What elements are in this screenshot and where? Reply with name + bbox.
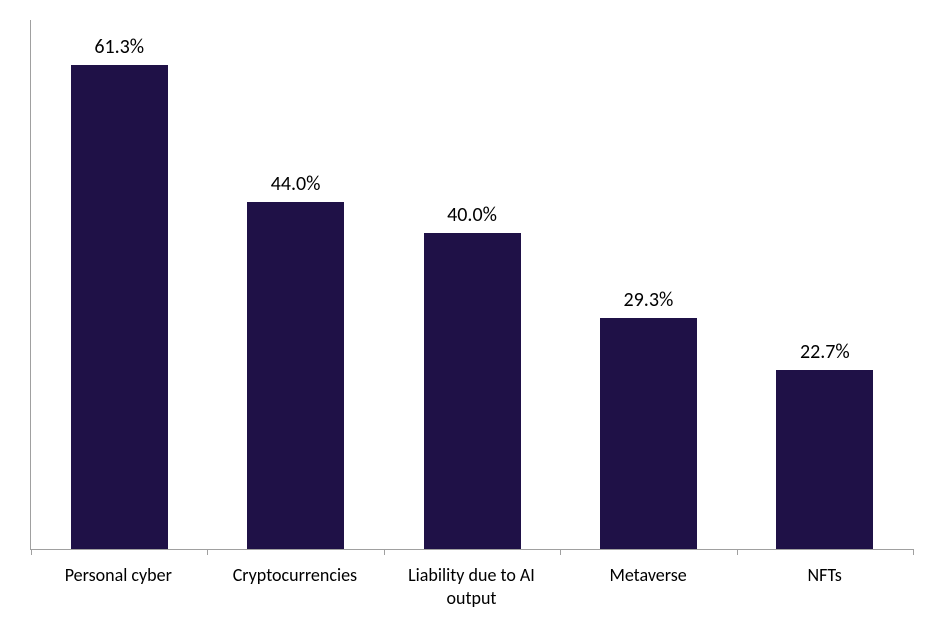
bar-chart: 61.3% 44.0% 40.0% 29.3% 22.7% Personal cyber…: [0, 0, 943, 628]
bar-value-label: 29.3%: [624, 288, 674, 312]
bar: [776, 370, 873, 549]
bar-value-label: 44.0%: [271, 172, 321, 196]
plot-area: 61.3% 44.0% 40.0% 29.3% 22.7%: [30, 20, 913, 550]
x-axis-tick: [913, 549, 914, 555]
x-axis-tick: [384, 549, 385, 555]
bars-container: 61.3% 44.0% 40.0% 29.3% 22.7%: [31, 20, 913, 549]
bar-slot: 40.0%: [384, 20, 560, 549]
x-axis-tick: [207, 549, 208, 555]
x-axis-labels: Personal cyberCryptocurrenciesLiability …: [30, 558, 913, 628]
bar-value-label: 22.7%: [800, 340, 850, 364]
x-axis-label: Liability due to AI output: [383, 558, 560, 628]
x-axis-tick: [560, 549, 561, 555]
x-axis-label: NFTs: [736, 558, 913, 628]
bar-value-label: 61.3%: [94, 35, 144, 59]
bar-slot: 29.3%: [560, 20, 736, 549]
x-axis-label: Metaverse: [560, 558, 737, 628]
x-axis-tick: [31, 549, 32, 555]
bar-slot: 61.3%: [31, 20, 207, 549]
bar: [247, 202, 344, 549]
bar-slot: 44.0%: [207, 20, 383, 549]
x-axis-label: Cryptocurrencies: [207, 558, 384, 628]
bar-value-label: 40.0%: [447, 203, 497, 227]
bar-slot: 22.7%: [737, 20, 913, 549]
x-axis-tick: [737, 549, 738, 555]
x-axis-label: Personal cyber: [30, 558, 207, 628]
bar: [600, 318, 697, 549]
bar: [424, 233, 521, 549]
bar: [71, 65, 168, 549]
